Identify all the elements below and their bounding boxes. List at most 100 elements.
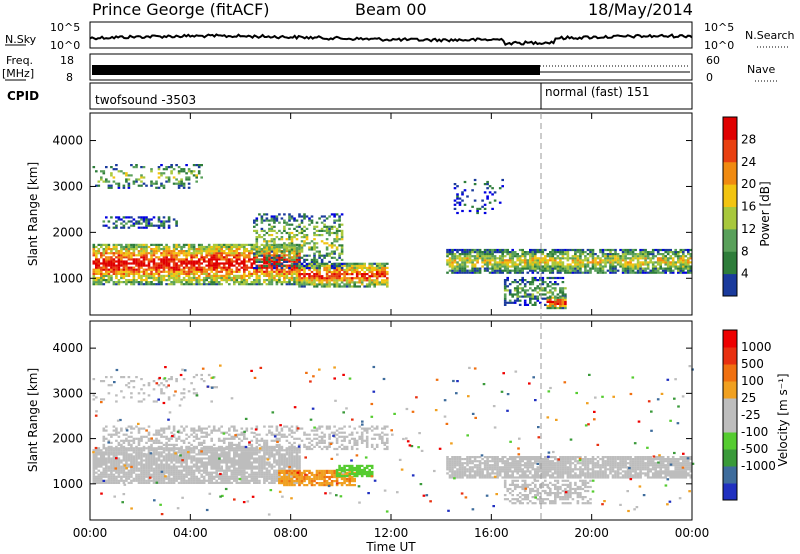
power-cell [147,220,151,223]
power-cell [253,262,256,265]
power-cell [235,256,239,259]
velocity-cell [147,425,151,428]
power-cell [107,264,111,267]
power-cell [506,248,509,252]
velocity-cell [162,451,166,454]
velocity-cell [285,457,289,460]
power-cell [586,248,590,252]
velocity-cell [258,457,261,460]
power-cell [446,259,449,262]
velocity-cell [130,473,133,476]
power-cell [345,281,349,284]
velocity-cell [152,459,156,462]
power-cell [566,255,570,258]
velocity-cell [195,453,198,456]
power-cell [117,243,121,246]
power-cell [340,213,344,216]
power-cell [217,266,221,269]
power-cell [521,255,524,258]
power-cell [192,266,196,269]
power-cell [318,279,321,282]
velocity-cell [110,445,113,448]
power-cell [185,178,188,181]
power-cell [370,268,374,272]
velocity-cell [92,475,96,478]
power-cell [248,256,251,259]
power-cell [102,250,106,253]
velocity-cell [212,457,216,460]
power-cell [325,262,329,265]
power-cell [210,250,213,253]
power-cell [503,303,507,306]
power-cell [115,268,118,271]
velocity-cell [120,475,123,478]
power-cell [523,285,527,288]
power-cell [365,279,369,282]
velocity-cell [293,459,296,462]
velocity-cell [222,451,226,454]
power-cell [177,279,181,282]
power-cell [120,218,123,221]
velocity-cell [258,469,261,472]
power-cell [529,283,532,286]
power-cell [574,251,577,254]
power-cell [363,277,366,280]
power-cell [255,217,259,220]
velocity-cell [278,449,281,452]
velocity-cell [142,455,146,458]
velocity-cell [295,463,299,466]
velocity-cell [165,465,168,468]
power-cell [190,283,193,286]
power-cell [147,274,151,277]
power-cell [253,279,256,282]
power-cell [308,217,311,220]
power-cell [554,281,557,284]
power-cell [659,263,662,266]
velocity-cell [125,447,128,451]
power-cell [305,242,309,245]
power-cell [315,260,319,263]
power-cell [175,270,178,273]
power-cell [115,245,118,249]
power-cell [654,255,657,258]
power-cell [689,269,693,272]
velocity-cell [105,481,108,484]
power-cell [521,259,524,262]
velocity-cell [107,453,111,456]
power-cell [373,283,376,286]
power-cell [265,279,269,282]
velocity-cell [205,447,208,450]
power-cell [253,219,256,222]
velocity-cell [283,467,286,470]
power-cell [546,259,550,262]
colorbar-tick-label: 4 [741,267,749,281]
power-cell [263,244,266,247]
power-cell [546,285,550,288]
power-cell [170,270,173,273]
power-cell [679,255,683,258]
power-cell [137,270,141,273]
power-cell [328,244,331,247]
velocity-cell [175,473,178,476]
power-cell [488,271,492,274]
velocity-cell [162,475,166,478]
velocity-cell [130,467,133,470]
power-cell [386,285,389,288]
velocity-cell [150,445,153,448]
velocity-cell [167,477,171,480]
power-cell [233,252,236,255]
velocity-cell [253,453,256,456]
velocity-cell [255,467,259,470]
power-cell [529,251,532,254]
velocity-cell [280,461,284,464]
power-cell [523,265,527,268]
velocity-cell [290,461,294,464]
power-cell [544,293,547,296]
power-cell [125,264,128,267]
power-cell [476,267,479,270]
power-cell [230,245,234,249]
power-cell [604,263,607,266]
power-cell [378,268,382,272]
power-cell [295,283,299,286]
velocity-cell [230,463,234,466]
